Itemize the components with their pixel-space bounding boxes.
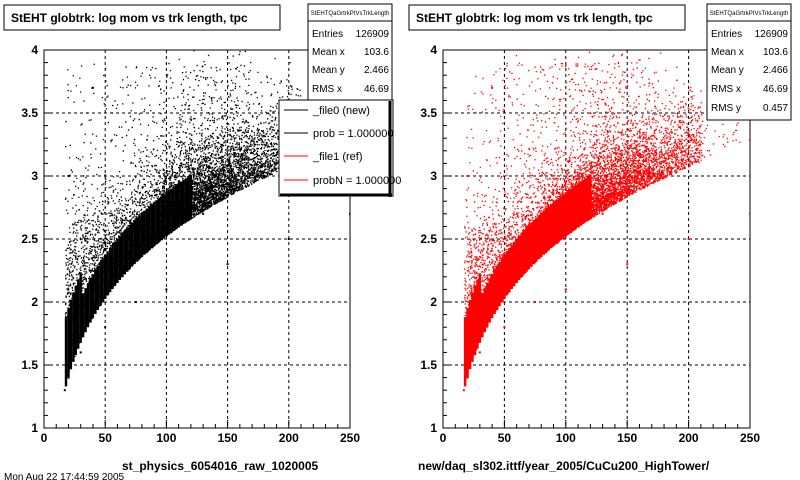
right-data-point [503,326,506,329]
right-y-tick-label: 2 [430,295,437,309]
right-stat-label-meanx: Mean x [711,47,744,58]
left-data-point [63,389,66,392]
left-stat-value-meany: 2.466 [364,65,389,76]
legend-box: _file0 (new) prob = 1.000000 _file1 (ref… [278,99,401,197]
left-stats-header: StEHTQaGrtrkPtVsTrkLength [311,11,389,17]
left-title-box: StEHT globtrk: log mom vs trk length, tp… [3,4,281,31]
legend-label-1: prob = 1.000000 [313,128,393,140]
right-x-tick-label: 100 [556,431,576,445]
right-dense-band [463,174,592,387]
right-data-point [466,376,469,379]
right-data-point [626,263,629,266]
right-grid [443,50,750,428]
left-y-tick-label: 2.5 [21,232,38,246]
right-x-tick-label: 150 [617,431,637,445]
right-x-tick-label: 250 [740,431,760,445]
right-stat-label-rmsx: RMS x [711,84,741,95]
left-stats-box: StEHTQaGrtrkPtVsTrkLength Entries 126909… [307,3,393,101]
left-y-tick-label: 3.5 [21,106,38,120]
legend-label-2: _file1 (ref) [312,151,363,163]
right-data-point [466,175,469,177]
left-data-point [91,86,94,89]
right-data-point [478,351,481,354]
right-stat-value-entries: 126909 [755,29,789,40]
left-y-tick-label: 1 [31,421,38,435]
right-y-tick-label: 3.5 [420,106,437,120]
right-y-tick-label: 1 [430,421,437,435]
left-stat-label-rmsx: RMS x [312,84,342,95]
right-title-box: StEHT globtrk: log mom vs trk length, tp… [408,4,686,31]
left-data-point [226,263,229,266]
right-stats-box: StEHTQaGrtrkPtVsTrkLength Entries 126909… [706,3,792,121]
footer-timestamp: Mon Aug 22 17:44:59 2005 [4,472,125,480]
right-stat-value-rmsx: 46.69 [763,84,788,95]
left-y-tick-label: 1.5 [21,358,38,372]
right-x-tick-label: 200 [679,431,699,445]
right-x-tick-label: 50 [498,431,512,445]
right-data-point [462,389,465,392]
left-stat-label-entries: Entries [312,29,343,40]
left-y-tick-label: 3 [31,169,38,183]
left-data-point [67,376,70,379]
right-data-point [749,212,750,215]
left-title: StEHT globtrk: log mom vs trk length, tp… [11,11,248,25]
right-scatter-cloud [463,51,750,381]
right-stat-value-rmsy: 0.457 [763,103,788,114]
left-x-tick-label: 250 [340,431,360,445]
left-data-point [104,326,107,329]
right-data-point [564,288,567,291]
right-data-point [491,86,494,89]
left-data-point [287,238,290,240]
left-data-point [202,212,205,215]
right-axis-ticks: 0 50 100 150 200 250 1 1.5 2 2.5 3 3.5 4 [420,43,760,445]
left-data-point [79,351,82,354]
right-data-point [534,301,537,303]
left-data-point [165,288,168,291]
right-plot-frame [442,49,751,429]
left-axis-ticks: 0 50 100 150 200 250 1 1.5 2 2.5 3 3.5 4 [21,43,360,445]
left-x-tick-label: 100 [156,431,176,445]
left-data-point [134,301,137,303]
left-stat-value-rmsx: 46.69 [364,84,389,95]
left-data-point [349,212,350,215]
right-plot: 0 50 100 150 200 250 1 1.5 2 2.5 3 3.5 4 [420,43,760,445]
left-stat-value-entries: 126909 [356,29,390,40]
right-data-point [687,238,690,240]
right-y-tick-label: 4 [430,43,437,57]
left-stats-frame [307,3,393,101]
right-x-tick-label: 0 [440,431,447,445]
left-x-tick-label: 200 [279,431,299,445]
left-stat-value-meanx: 103.6 [364,47,389,58]
right-y-tick-label: 1.5 [420,358,437,372]
right-data-point [601,212,604,215]
legend-label-3: probN = 1.000000 [313,175,401,187]
left-x-tick-label: 50 [99,431,113,445]
right-stat-label-rmsy: RMS y [711,103,741,114]
right-scatter-points [462,51,750,392]
left-stat-label-meanx: Mean x [312,47,345,58]
right-stat-label-entries: Entries [711,29,742,40]
left-x-tick-label: 0 [41,431,48,445]
left-y-tick-label: 4 [31,43,38,57]
right-x-axis-title: new/daq_sl302.ittf/year_2005/CuCu200_Hig… [418,459,710,473]
right-stats-frame [706,3,792,121]
right-y-tick-label: 3 [430,169,437,183]
left-y-tick-label: 2 [31,295,38,309]
right-stats-header: StEHTQaGrtrkPtVsTrkLength [710,11,788,17]
right-title: StEHT globtrk: log mom vs trk length, tp… [416,11,653,25]
left-scatter-points [63,50,350,392]
left-dense-band [64,174,193,387]
right-stat-label-meany: Mean y [711,65,744,76]
left-x-tick-label: 150 [218,431,238,445]
right-stat-value-meany: 2.466 [763,65,788,76]
legend-label-0: _file0 (new) [312,105,370,117]
left-x-axis-title: st_physics_6054016_raw_1020005 [122,459,318,473]
right-y-tick-label: 2.5 [420,232,437,246]
left-stat-label-meany: Mean y [312,65,345,76]
left-data-point [67,175,70,177]
right-stat-value-meanx: 103.6 [763,47,788,58]
